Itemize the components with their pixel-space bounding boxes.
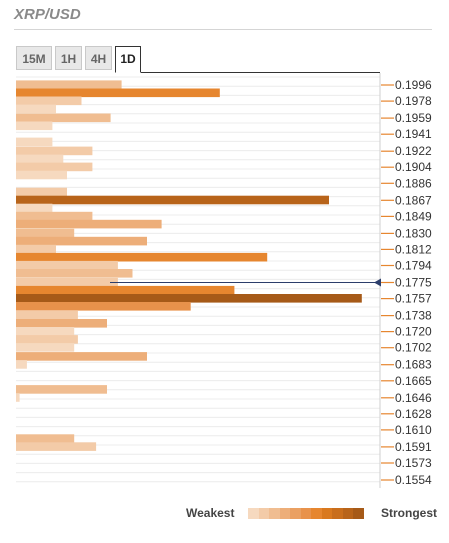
price-label: 0.1775 [395,276,432,290]
price-label: 0.1665 [395,374,432,388]
bar-34 [16,393,20,402]
price-label: 0.1720 [395,325,432,339]
bar-36 [16,442,97,451]
price-label: 0.1812 [395,242,432,256]
bar-3 [16,104,56,114]
tab-15m[interactable]: 15M [16,46,52,70]
bar-0 [16,80,122,89]
price-label: 0.1573 [395,456,432,470]
bar-5 [16,121,53,131]
bar-26 [16,311,78,320]
bar-14 [16,211,93,221]
bar-19 [16,252,268,262]
bar-25 [16,302,191,311]
price-label: 0.1867 [395,193,432,207]
bar-7 [16,146,93,156]
bar-2 [16,96,82,106]
bar-18 [16,244,56,254]
title-divider [14,29,432,30]
bar-29 [16,335,78,344]
bar-15 [16,219,162,229]
tab-1d[interactable]: 1D [115,46,141,73]
bar-28 [16,327,75,336]
price-label: 0.1794 [395,259,432,273]
bar-32 [16,360,27,369]
bar-1 [16,88,220,98]
bar-12 [16,195,329,205]
bar-22 [16,277,118,287]
bar-6 [16,137,53,147]
price-label: 0.1738 [395,309,432,323]
bar-23 [16,285,235,295]
bar-11 [16,187,67,197]
price-label: 0.1904 [395,160,432,174]
price-label: 0.1922 [395,144,432,158]
bar-13 [16,203,53,213]
price-label: 0.1886 [395,176,432,190]
tab-4h[interactable]: 4H [85,46,112,70]
tab-1h[interactable]: 1H [55,46,82,70]
bar-10 [16,170,67,180]
bar-17 [16,236,147,246]
price-label: 0.1591 [395,440,432,454]
price-label: 0.1683 [395,358,432,372]
bar-35 [16,434,75,443]
bar-16 [16,228,75,238]
chart-title: XRP/USD [14,6,81,23]
price-label: 0.1646 [395,391,432,405]
price-label: 0.1702 [395,341,432,355]
price-label: 0.1996 [395,78,432,92]
price-label: 0.1941 [395,127,432,141]
bar-30 [16,343,75,352]
tab-underline [140,72,380,73]
price-label: 0.1554 [395,473,432,487]
bar-33 [16,385,107,394]
price-label: 0.1610 [395,423,432,437]
price-label: 0.1628 [395,407,432,421]
price-label: 0.1849 [395,209,432,223]
bar-21 [16,269,133,278]
price-label: 0.1959 [395,111,432,125]
price-label: 0.1830 [395,226,432,240]
bar-9 [16,162,93,172]
price-label: 0.1757 [395,292,432,306]
bar-4 [16,113,111,123]
price-label: 0.1978 [395,94,432,108]
bar-8 [16,154,64,164]
current-price-marker-icon [374,278,381,287]
bar-27 [16,319,107,328]
bar-24 [16,294,362,303]
bar-20 [16,260,118,270]
bar-31 [16,352,147,361]
